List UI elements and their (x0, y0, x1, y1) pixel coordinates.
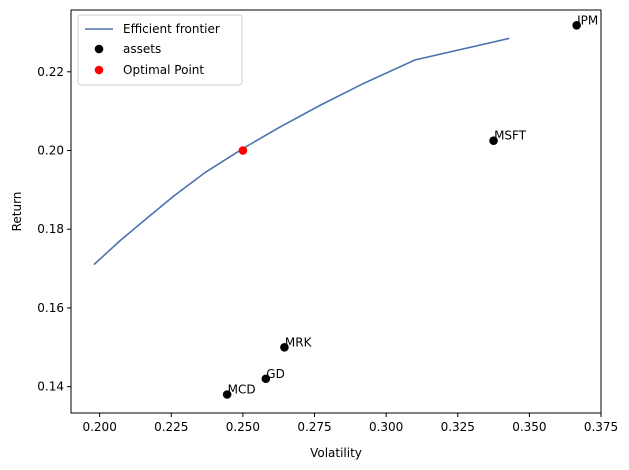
legend-optimal-swatch (94, 65, 104, 75)
y-tick-label: 0.16 (37, 301, 64, 315)
x-tick-label: 0.350 (512, 420, 546, 434)
x-tick-label: 0.200 (82, 420, 116, 434)
optimal-point-marker (238, 146, 248, 155)
x-tick-label: 0.375 (584, 420, 618, 434)
asset-point-jpm (572, 21, 581, 30)
y-axis-label: Return (10, 192, 24, 232)
x-tick-label: 0.275 (297, 420, 331, 434)
asset-label-jpm: JPM (576, 13, 598, 27)
asset-label-mcd: MCD (228, 383, 256, 397)
asset-label-msft: MSFT (494, 129, 527, 143)
x-tick-label: 0.250 (226, 420, 260, 434)
axes-frame (70, 9, 602, 414)
asset-point-mrk (280, 342, 289, 352)
legend-entry-label: assets (123, 42, 161, 56)
plot-area: JPM MSFT MRK GD MCD (93, 13, 598, 399)
axes: 0.200 0.225 0.250 0.275 0.300 0.325 0.350 0.375… (37, 9, 618, 434)
x-tick-label: 0.300 (369, 420, 403, 434)
asset-label-gd: GD (266, 367, 285, 381)
y-tick-label: 0.22 (37, 65, 64, 79)
asset-point-gd (261, 374, 271, 384)
x-tick-label: 0.225 (154, 420, 188, 434)
legend-entry-label: Optimal Point (123, 63, 204, 77)
asset-label-mrk: MRK (285, 335, 313, 349)
asset-point-msft (489, 136, 498, 145)
y-tick-label: 0.20 (37, 143, 64, 157)
legend-entry-label: Efficient frontier (123, 22, 220, 36)
legend: Efficient frontier assets Optimal Point (77, 14, 243, 86)
asset-point-mcd (222, 390, 232, 399)
y-tick-label: 0.14 (37, 380, 64, 394)
y-tick-label: 0.18 (37, 222, 64, 236)
x-axis-label: Volatility (310, 446, 362, 460)
legend-assets-swatch (94, 44, 104, 54)
x-tick-label: 0.325 (441, 420, 475, 434)
legend-box (77, 14, 243, 86)
